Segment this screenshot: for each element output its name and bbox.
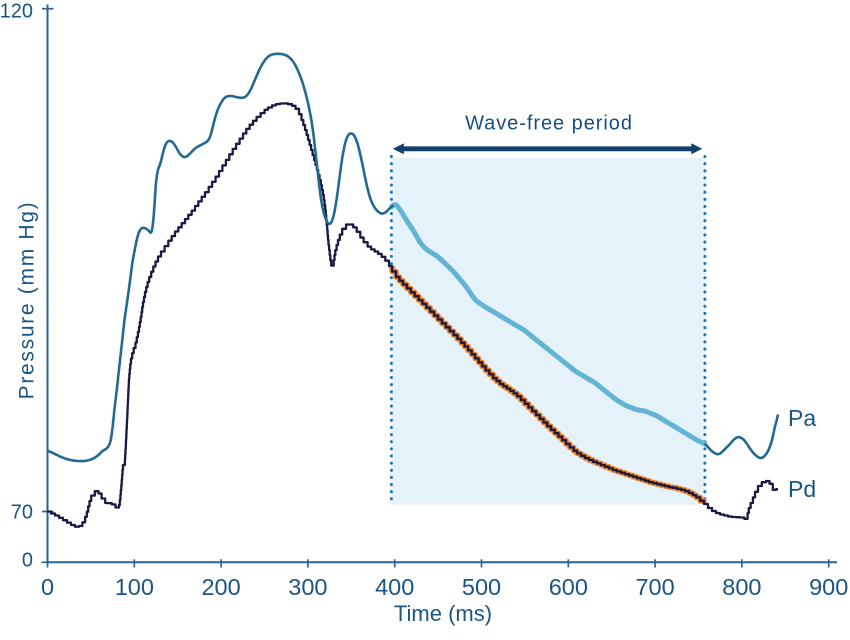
- svg-text:Pd: Pd: [788, 476, 816, 502]
- svg-text:0: 0: [41, 574, 54, 600]
- svg-text:300: 300: [288, 574, 327, 600]
- svg-text:Pressure (mm Hg): Pressure (mm Hg): [16, 201, 39, 400]
- svg-text:900: 900: [809, 574, 848, 600]
- svg-text:500: 500: [462, 574, 501, 600]
- svg-text:120: 120: [0, 1, 33, 23]
- svg-text:0: 0: [22, 550, 33, 572]
- svg-text:Wave-free period: Wave-free period: [465, 113, 633, 135]
- svg-text:70: 70: [11, 501, 33, 523]
- svg-text:Time (ms): Time (ms): [394, 601, 492, 626]
- svg-text:Pa: Pa: [788, 405, 816, 431]
- svg-text:700: 700: [635, 574, 674, 600]
- svg-text:800: 800: [722, 574, 761, 600]
- svg-text:200: 200: [201, 574, 240, 600]
- svg-text:100: 100: [115, 574, 154, 600]
- svg-text:600: 600: [549, 574, 588, 600]
- svg-text:400: 400: [375, 574, 414, 600]
